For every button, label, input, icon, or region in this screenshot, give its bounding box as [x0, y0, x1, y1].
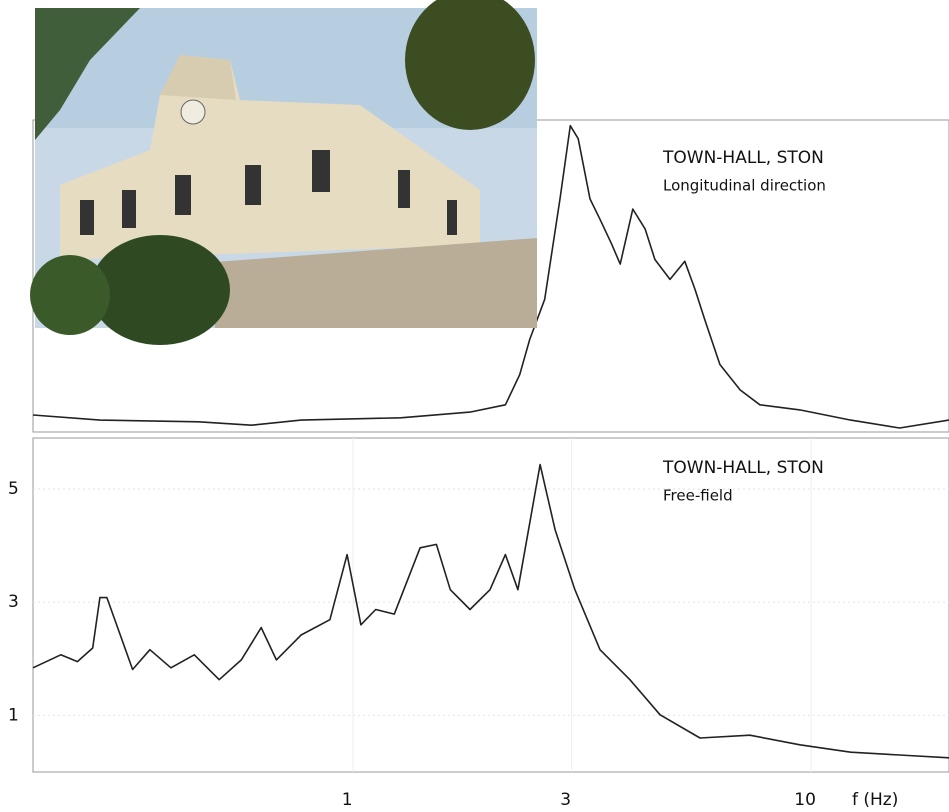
- photo-window: [175, 175, 191, 215]
- x-tick-label: 1: [342, 790, 353, 810]
- y-tick-label: 1: [8, 705, 19, 725]
- photo: [30, 0, 537, 345]
- photo-palm: [35, 8, 140, 140]
- photo-window: [312, 150, 330, 192]
- photo-clock: [180, 99, 206, 125]
- plot-frame: [32, 437, 949, 773]
- x-axis-label: f (Hz): [852, 790, 898, 810]
- photo-building: [60, 55, 480, 260]
- annotation: Longitudinal direction: [663, 177, 826, 195]
- x-tick-label: 3: [560, 790, 571, 810]
- photo-window: [398, 170, 410, 208]
- data-line: [32, 463, 949, 759]
- annotation: TOWN-HALL, STON: [662, 458, 824, 478]
- photo-tree: [90, 235, 230, 345]
- x-tick-label: 10: [794, 790, 816, 810]
- photo-window: [447, 200, 457, 235]
- annotation: Free-field: [663, 487, 733, 505]
- data-line: [32, 124, 949, 429]
- photo-wall: [215, 238, 537, 328]
- y-tick-label: 5: [8, 479, 19, 499]
- y-tick-label: 3: [8, 592, 19, 612]
- plots: TOWN-HALL, STON Longitudinal direction 1 3 5…: [8, 119, 949, 810]
- photo-tree: [30, 255, 110, 335]
- photo-window: [245, 165, 261, 205]
- photo-foliage: [405, 0, 535, 130]
- annotation: TOWN-HALL, STON: [662, 148, 824, 168]
- photo-window: [122, 190, 136, 228]
- photo-window: [80, 200, 94, 235]
- photo-tower: [160, 55, 236, 100]
